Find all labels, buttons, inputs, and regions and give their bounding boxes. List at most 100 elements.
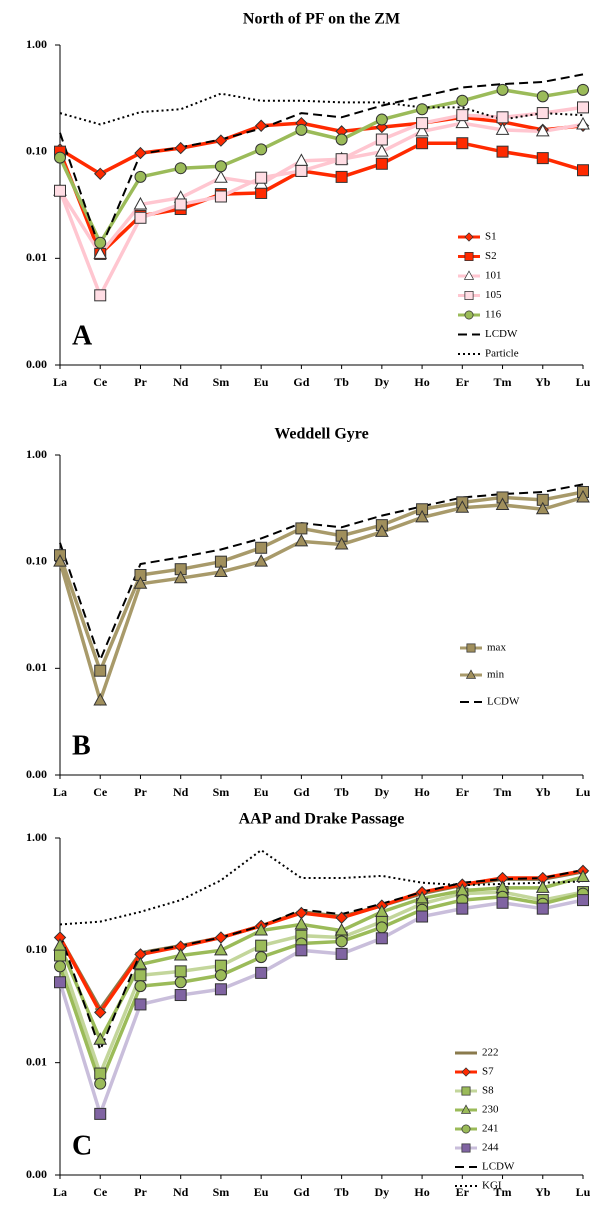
- data-point: [416, 117, 429, 130]
- data-point: [53, 554, 67, 567]
- data-point: [416, 137, 429, 150]
- data-point: [295, 944, 308, 957]
- x-tick-label: Pr: [134, 1185, 147, 1199]
- legend-marker: [464, 232, 474, 242]
- data-point: [133, 576, 148, 589]
- panel-letter: B: [72, 730, 91, 761]
- x-tick-label: Tb: [334, 785, 349, 799]
- data-point: [576, 489, 590, 503]
- chart-title: North of PF on the ZM: [243, 11, 400, 28]
- data-point: [255, 186, 268, 199]
- data-point: [455, 500, 470, 513]
- data-point: [174, 989, 187, 1002]
- data-point: [535, 880, 550, 893]
- data-point: [214, 969, 227, 982]
- x-tick-label: Ho: [414, 785, 429, 799]
- data-point: [455, 115, 470, 129]
- data-point: [375, 113, 388, 126]
- legend-label: KGI: [482, 1180, 502, 1192]
- legend-marker: [460, 1104, 472, 1114]
- legend-marker: [461, 1143, 471, 1153]
- data-point: [173, 570, 188, 584]
- data-point: [335, 935, 348, 948]
- data-point: [576, 116, 590, 130]
- panel-letter: C: [72, 1130, 92, 1161]
- data-point: [255, 143, 268, 156]
- x-tick-label: Eu: [254, 1185, 269, 1199]
- data-point: [214, 983, 227, 996]
- data-point: [54, 976, 66, 989]
- data-point: [94, 167, 107, 181]
- data-point: [335, 153, 348, 166]
- data-point: [94, 289, 107, 302]
- series-line: [58, 121, 584, 257]
- data-point: [214, 160, 227, 173]
- data-point: [255, 939, 268, 952]
- data-point: [134, 170, 147, 183]
- series-line: [58, 875, 584, 1044]
- data-point: [375, 524, 389, 537]
- data-point: [133, 196, 148, 210]
- data-point: [375, 904, 389, 917]
- data-point: [133, 956, 148, 970]
- data-point: [415, 123, 429, 137]
- data-point: [174, 198, 187, 211]
- data-point: [254, 554, 268, 567]
- y-tick-label: 0.01: [26, 1054, 47, 1068]
- x-tick-label: Lu: [576, 1185, 591, 1199]
- x-tick-label: Gd: [293, 1185, 309, 1199]
- data-point: [295, 123, 308, 136]
- legend-marker: [464, 310, 474, 320]
- data-point: [214, 564, 228, 578]
- data-point: [134, 211, 147, 224]
- legend-label: max: [487, 642, 506, 654]
- data-point: [214, 931, 228, 944]
- data-point: [94, 1067, 107, 1080]
- data-point: [134, 146, 147, 160]
- legend-label: LCDW: [485, 328, 518, 340]
- x-tick-label: Eu: [254, 375, 269, 389]
- data-point: [456, 94, 469, 107]
- legend-marker: [463, 270, 475, 280]
- data-point: [536, 107, 549, 120]
- chart-title: Weddell Gyre: [274, 426, 368, 443]
- legend-marker: [464, 291, 474, 300]
- data-point: [255, 171, 268, 184]
- x-tick-label: Nd: [173, 1185, 189, 1199]
- data-point: [174, 162, 187, 175]
- data-point: [94, 1107, 107, 1120]
- x-tick-label: Er: [456, 785, 470, 799]
- y-tick-label: 0.00: [26, 357, 47, 371]
- series-line: [59, 868, 584, 1053]
- x-tick-label: La: [53, 375, 67, 389]
- data-point: [174, 965, 187, 978]
- data-point: [173, 947, 188, 961]
- data-point: [94, 1077, 107, 1090]
- data-point: [94, 236, 107, 249]
- data-point: [255, 541, 268, 554]
- data-point: [334, 536, 349, 550]
- series-line: [58, 88, 584, 247]
- legend-label: S8: [482, 1085, 494, 1097]
- data-point: [254, 119, 268, 132]
- data-point: [334, 923, 349, 936]
- legend-label: LCDW: [482, 1161, 515, 1173]
- data-point: [93, 692, 108, 706]
- series-line: [58, 890, 584, 1079]
- data-point: [535, 123, 550, 137]
- data-point: [335, 947, 348, 960]
- x-tick-label: Lu: [576, 375, 591, 389]
- panel-letter: A: [72, 320, 93, 351]
- legend-label: S2: [485, 250, 497, 262]
- data-point: [214, 134, 228, 147]
- data-point: [93, 1032, 108, 1045]
- data-point: [54, 949, 66, 962]
- legend-marker: [461, 1124, 471, 1134]
- legend-marker: [461, 1067, 471, 1077]
- x-tick-label: Eu: [254, 785, 269, 799]
- data-point: [294, 533, 309, 547]
- data-point: [577, 101, 589, 114]
- y-tick-label: 0.01: [26, 250, 47, 264]
- legend-label: 230: [482, 1104, 499, 1116]
